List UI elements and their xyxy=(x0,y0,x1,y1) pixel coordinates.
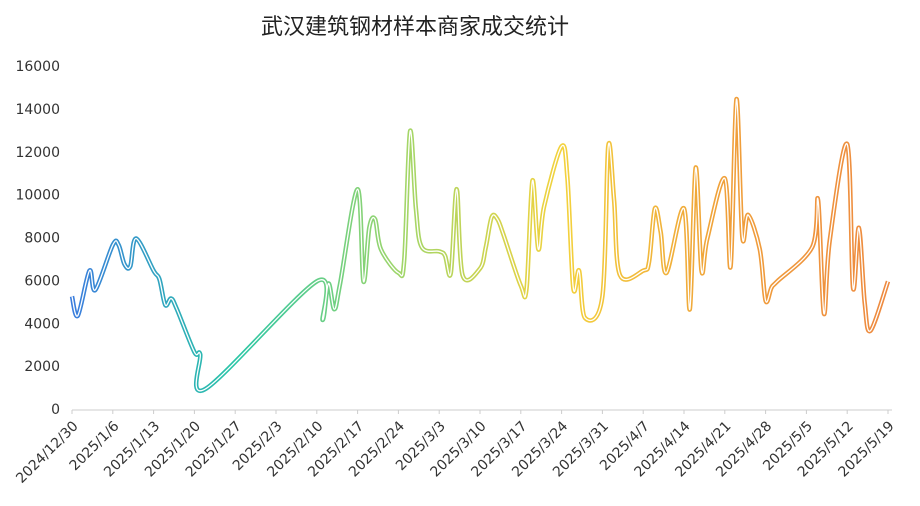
y-tick-label: 16000 xyxy=(15,59,60,75)
y-tick-label: 6000 xyxy=(24,273,60,289)
y-tick-label: 2000 xyxy=(24,359,60,375)
line-highlight xyxy=(71,98,889,392)
chart-title: 武汉建筑钢材样本商家成交统计 xyxy=(261,15,569,40)
y-tick-label: 10000 xyxy=(15,188,60,204)
x-tick-label: 2024/12/30 xyxy=(13,418,81,486)
y-tick-label: 0 xyxy=(51,402,60,418)
series-line xyxy=(69,96,891,394)
y-tick-label: 12000 xyxy=(15,145,60,161)
y-tick-label: 8000 xyxy=(24,231,60,247)
y-tick-label: 4000 xyxy=(24,316,60,332)
y-tick-label: 14000 xyxy=(15,102,60,118)
